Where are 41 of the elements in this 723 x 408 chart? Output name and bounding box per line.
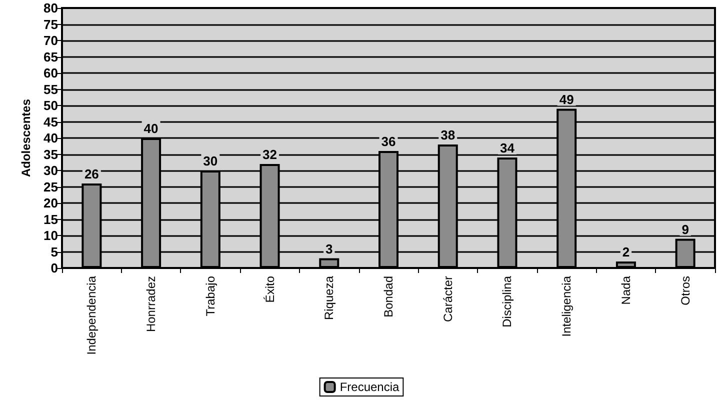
y-tick-label: 70	[44, 33, 58, 48]
y-tick-label: 75	[44, 16, 58, 32]
y-tick-label: 55	[44, 82, 58, 97]
x-tick-label: Éxito	[262, 276, 277, 303]
y-tick-label: 45	[44, 114, 58, 130]
y-tick-label: 25	[44, 179, 58, 194]
y-axis-title: Adolescentes	[19, 98, 33, 178]
y-tick-label: 20	[44, 196, 58, 210]
data-label: 34	[500, 140, 516, 156]
legend-label: Frecuencia	[340, 380, 400, 394]
data-label: 49	[559, 92, 574, 107]
data-label: 40	[144, 121, 158, 136]
data-label: 9	[682, 222, 689, 237]
x-tick-label: Trabajo	[203, 276, 218, 316]
x-tick-label: Riqueza	[322, 276, 336, 320]
data-label: 2	[622, 244, 630, 260]
x-tick-label: Disciplina	[500, 276, 514, 328]
data-label: 26	[84, 166, 99, 182]
y-tick-label: 35	[44, 146, 58, 162]
y-tick-label: 40	[44, 130, 58, 146]
data-label: 32	[262, 147, 278, 162]
data-label: 30	[203, 154, 218, 168]
x-tick-label: Nada	[618, 276, 633, 305]
x-tick-label: Carácter	[440, 276, 455, 322]
x-tick-label: Bondad	[382, 276, 396, 318]
y-tick-label: 30	[44, 163, 58, 178]
x-tick-label: Honrradez	[144, 276, 158, 332]
x-tick-label: Inteligencia	[560, 276, 574, 337]
y-tick-label: 0	[50, 260, 58, 276]
y-tick-label: 50	[44, 98, 58, 113]
y-tick-label: 80	[44, 0, 58, 16]
x-tick-label: Otros	[678, 276, 692, 306]
y-tick-label: 15	[44, 212, 58, 227]
data-label: 36	[381, 134, 396, 149]
x-tick-label: Independencia	[84, 276, 99, 355]
y-tick-label: 65	[44, 49, 58, 64]
data-label: 38	[440, 128, 456, 142]
y-tick-label: 5	[50, 244, 58, 260]
data-label: 3	[326, 241, 333, 256]
y-tick-label: 60	[44, 66, 58, 80]
y-tick-label: 10	[44, 228, 58, 243]
